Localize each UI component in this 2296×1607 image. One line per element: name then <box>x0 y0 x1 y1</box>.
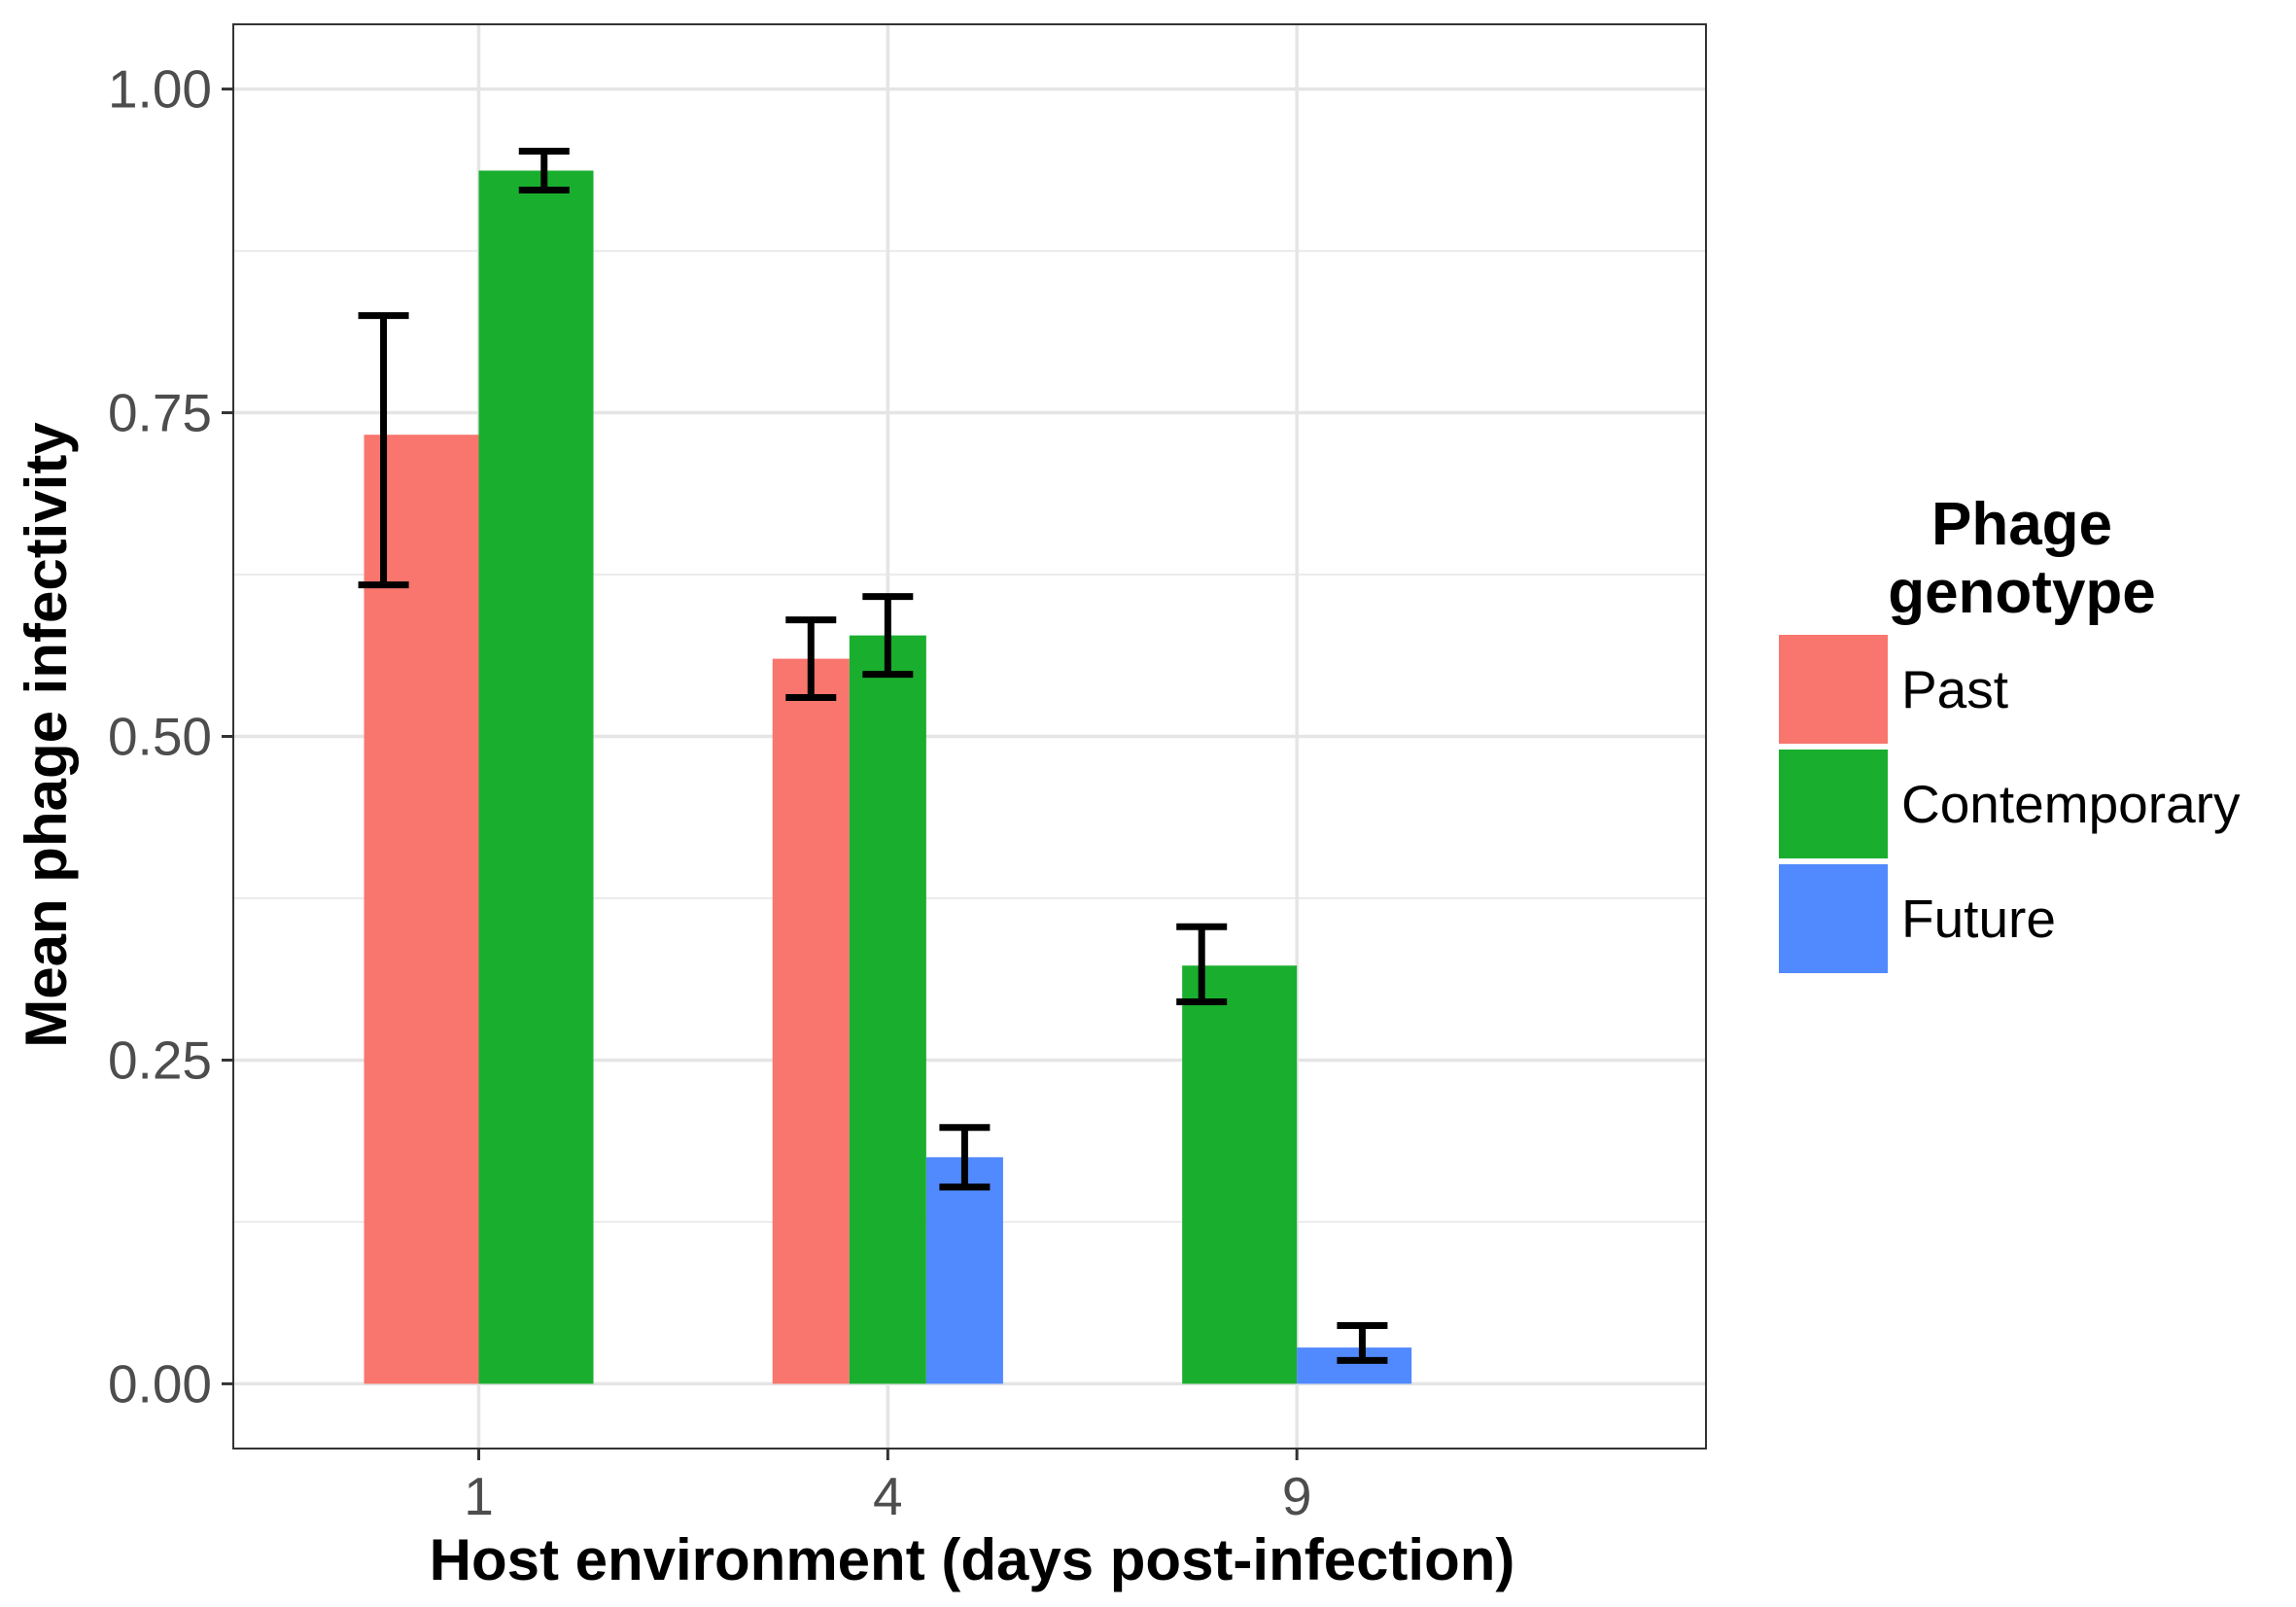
legend-title-line-2: genotype <box>1888 559 2156 626</box>
legend: Phage genotype Past Contemporary Future <box>1779 491 2241 973</box>
error-bar-past-4 <box>785 616 837 702</box>
bar-contemporary-9 <box>1182 965 1298 1384</box>
legend-key-contemporary <box>1779 750 1888 858</box>
error-bar-past-1 <box>358 312 409 589</box>
error-bar-future-4 <box>939 1124 991 1191</box>
error-bar-future-9 <box>1337 1321 1388 1364</box>
legend-key-past <box>1779 635 1888 744</box>
bars <box>364 170 1412 1384</box>
error-bar-contemporary-1 <box>518 148 570 193</box>
bar-past-1 <box>364 435 479 1384</box>
legend-label-contemporary: Contemporary <box>1901 774 2241 834</box>
bar-future-9 <box>1297 1347 1412 1384</box>
legend-title-line-1: Phage <box>1931 491 2112 558</box>
y-tick-label: 0.00 <box>108 1353 212 1414</box>
y-axis-title: Mean phage infectivity <box>14 422 79 1048</box>
legend-key-future <box>1779 864 1888 973</box>
x-tick-label: 1 <box>464 1466 494 1526</box>
x-axis-ticks: 1 4 9 <box>464 1449 1311 1526</box>
x-tick-label: 9 <box>1282 1466 1312 1526</box>
legend-label-future: Future <box>1901 889 2056 949</box>
bar-contemporary-4 <box>849 635 926 1384</box>
legend-items: Past Contemporary Future <box>1779 635 2241 973</box>
bar-future-4 <box>925 1157 1003 1384</box>
x-tick-label: 4 <box>873 1466 903 1526</box>
y-tick-label: 0.50 <box>108 707 212 767</box>
error-bar-contemporary-4 <box>862 593 914 679</box>
error-bar-contemporary-9 <box>1176 923 1228 1006</box>
error-bars <box>358 148 1388 1364</box>
y-axis-ticks: 0.00 0.25 0.50 0.75 1.00 <box>108 59 233 1414</box>
legend-label-past: Past <box>1901 659 2008 719</box>
y-tick-label: 1.00 <box>108 59 212 120</box>
y-tick-label: 0.25 <box>108 1030 212 1090</box>
bar-past-4 <box>772 658 850 1384</box>
y-tick-label: 0.75 <box>108 383 212 443</box>
bar-contemporary-1 <box>478 170 594 1384</box>
x-axis-title: Host environment (days post-infection) <box>430 1527 1515 1592</box>
